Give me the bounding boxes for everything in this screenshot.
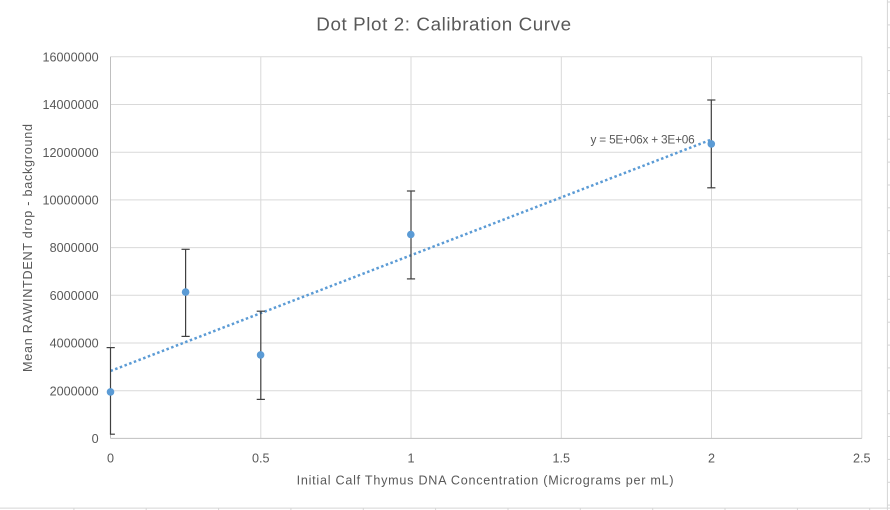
svg-text:4000000: 4000000 — [50, 337, 99, 351]
svg-text:1.5: 1.5 — [553, 451, 571, 465]
svg-text:1: 1 — [407, 451, 414, 465]
svg-text:16000000: 16000000 — [43, 50, 99, 64]
svg-text:y = 5E+06x + 3E+06: y = 5E+06x + 3E+06 — [591, 133, 696, 147]
svg-text:14000000: 14000000 — [43, 98, 99, 112]
svg-text:2000000: 2000000 — [50, 384, 99, 398]
svg-text:10000000: 10000000 — [43, 194, 99, 208]
svg-text:2.5: 2.5 — [853, 451, 871, 465]
svg-text:0.5: 0.5 — [252, 451, 270, 465]
svg-text:2: 2 — [708, 451, 715, 465]
svg-text:0: 0 — [107, 451, 114, 465]
svg-text:Initial Calf Thymus DNA Concen: Initial Calf Thymus DNA Concentration (M… — [297, 473, 675, 487]
svg-text:8000000: 8000000 — [50, 241, 99, 255]
svg-text:Mean RAWINTDENT drop - backgro: Mean RAWINTDENT drop - background — [21, 123, 35, 372]
svg-text:Dot Plot 2: Calibration Curve: Dot Plot 2: Calibration Curve — [316, 14, 571, 35]
svg-text:6000000: 6000000 — [50, 289, 99, 303]
svg-text:0: 0 — [92, 432, 99, 446]
svg-text:12000000: 12000000 — [43, 146, 99, 160]
